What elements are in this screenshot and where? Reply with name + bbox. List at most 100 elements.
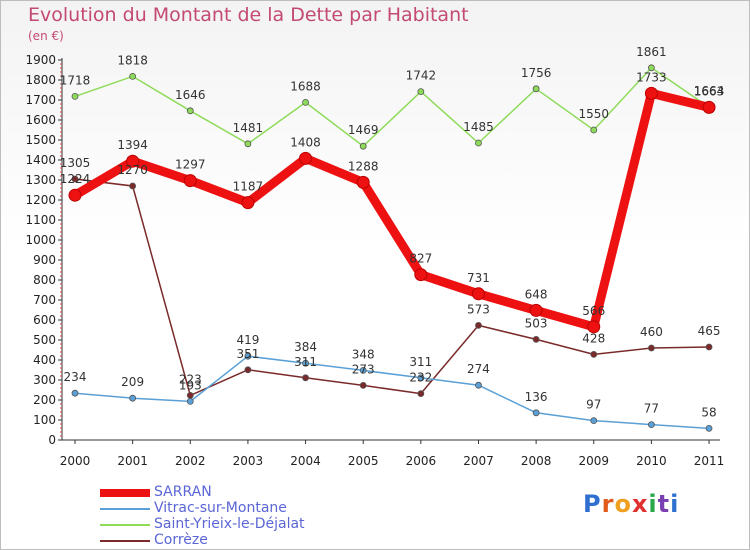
data-point [129, 394, 137, 402]
data-label: 1187 [233, 180, 264, 194]
data-point [705, 343, 713, 351]
data-point [532, 335, 540, 343]
data-label: 465 [698, 324, 721, 338]
y-tick-label: 1700 [25, 93, 56, 107]
data-label: 348 [352, 347, 375, 361]
data-label: 1485 [463, 120, 494, 134]
data-label: 1297 [175, 158, 206, 172]
y-tick-label: 800 [33, 273, 56, 287]
y-tick-label: 1200 [25, 193, 56, 207]
x-tick-label: 2005 [348, 454, 379, 468]
data-label: 232 [409, 371, 432, 385]
logo-letter: r [601, 490, 615, 518]
logo-letter: o [614, 490, 632, 518]
y-tick-label: 1000 [25, 233, 56, 247]
data-point [186, 397, 194, 405]
series-line-0 [70, 88, 714, 332]
data-point [648, 64, 655, 72]
logo-letter: i [670, 490, 680, 518]
x-tick-label: 2010 [636, 454, 667, 468]
data-label: 136 [525, 390, 548, 404]
data-point [532, 85, 540, 93]
data-point [299, 151, 313, 165]
data-label: 223 [179, 372, 202, 386]
data-label: 311 [294, 355, 317, 369]
data-label: 503 [525, 316, 548, 330]
data-label: 1664 [694, 84, 725, 98]
legend-label: Vitrac-sur-Montane [154, 500, 287, 516]
logo-letter: t [657, 490, 671, 518]
y-tick-label: 1500 [25, 133, 56, 147]
data-label: 1818 [117, 53, 148, 67]
x-tick-label: 2011 [694, 454, 725, 468]
data-point [475, 139, 482, 147]
data-point [475, 381, 482, 389]
chart-title: Evolution du Montant de la Dette par Hab… [28, 4, 469, 26]
y-tick-label: 1600 [25, 113, 56, 127]
data-point [302, 99, 309, 106]
data-point [244, 140, 252, 148]
series-line-1 [74, 355, 710, 430]
data-label: 384 [294, 340, 317, 354]
data-label: 193 [179, 378, 202, 392]
data-label: 827 [409, 252, 432, 266]
logo-letter: i [648, 490, 658, 518]
data-point [129, 73, 137, 80]
data-point [129, 182, 137, 190]
data-point [705, 424, 713, 432]
data-label: 1550 [578, 107, 609, 121]
data-label: 1394 [117, 138, 148, 152]
y-tick-label: 500 [33, 333, 56, 347]
x-tick-label: 2007 [463, 454, 494, 468]
data-point [590, 350, 598, 358]
legend-label: SARRAN [154, 484, 212, 500]
data-point [126, 154, 140, 168]
data-point [186, 391, 194, 399]
legend-swatch [100, 540, 150, 542]
data-point [648, 421, 655, 429]
data-point [644, 86, 658, 100]
x-tick-label: 2004 [290, 454, 321, 468]
data-point [68, 188, 82, 202]
series-line-2 [74, 67, 710, 147]
y-tick-label: 1900 [25, 53, 56, 67]
x-tick-label: 2006 [406, 454, 437, 468]
data-point [648, 344, 655, 352]
data-label: 1756 [521, 66, 552, 80]
chart-subtitle: (en €) [28, 29, 64, 43]
data-label: 573 [467, 302, 490, 316]
legend-swatch [100, 489, 150, 497]
logo-letter: x [631, 490, 649, 518]
y-tick-label: 1800 [25, 73, 56, 87]
data-label: 1481 [233, 121, 264, 135]
y-tick-label: 400 [33, 353, 56, 367]
data-label: 77 [644, 402, 659, 416]
data-label: 311 [409, 355, 432, 369]
y-tick-label: 1400 [25, 153, 56, 167]
data-point [302, 359, 309, 367]
data-label: 460 [640, 325, 663, 339]
x-tick-label: 2009 [578, 454, 609, 468]
data-label: 1733 [636, 70, 667, 84]
y-tick-label: 0 [48, 433, 56, 447]
x-tick-label: 2003 [233, 454, 264, 468]
y-tick-label: 200 [33, 393, 56, 407]
data-label: 1718 [60, 73, 91, 87]
data-label: 1224 [60, 172, 91, 186]
data-label: 566 [582, 304, 605, 318]
data-label: 1469 [348, 123, 379, 137]
data-point [475, 321, 482, 329]
data-point [702, 100, 716, 114]
data-point [417, 390, 425, 398]
data-label: 234 [64, 370, 87, 384]
data-label: 273 [352, 362, 375, 376]
y-tick-label: 900 [33, 253, 56, 267]
data-point [71, 175, 79, 183]
data-label: 648 [525, 287, 548, 301]
data-point [302, 374, 309, 382]
data-label: 97 [586, 398, 601, 412]
y-tick-label: 600 [33, 313, 56, 327]
data-label: 1408 [290, 135, 321, 149]
